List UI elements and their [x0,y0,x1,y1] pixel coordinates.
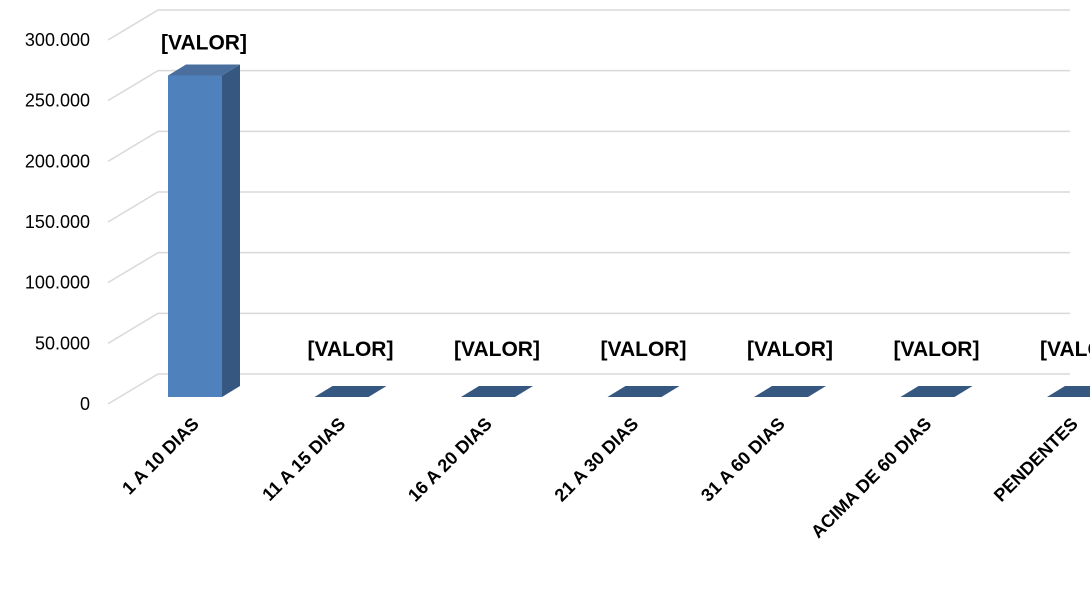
data-label: [VALOR] [894,338,980,361]
data-label: [VALOR] [308,338,394,361]
x-tick-label: PENDENTES [990,414,1082,506]
bar [314,386,387,397]
bar-front [168,75,222,397]
bar-top [754,386,826,397]
y-tick-label: 200.000 [25,151,90,171]
gridlines [107,9,1070,405]
y-tick-label: 300.000 [25,30,90,50]
gridline [107,312,1070,344]
gridline [107,130,1070,162]
bar [754,386,826,397]
bar-side [222,64,240,397]
y-axis-ticks: 0 50.000 100.000 150.000 200.000 250.000 300.0… [25,30,90,414]
bars [168,64,1090,397]
x-axis-labels: 1 A 10 DIAS 11 A 15 DIAS 16 A 20 DIAS 21 A … [118,414,1082,542]
bar [461,386,533,397]
bar [900,386,973,397]
x-tick-label: ACIMA DE 60 DIAS [807,414,935,542]
bar-top [314,386,387,397]
x-tick-label: 31 A 60 DIAS [697,414,789,506]
bar-top [607,386,680,397]
y-tick-label: 100.000 [25,273,90,293]
gridline [107,251,1070,284]
gridline [107,9,1070,41]
data-label: [VALOR] [747,338,833,361]
data-label: [VALOR] [601,338,687,361]
data-label: [VALOR] [161,31,247,54]
bar [168,64,240,397]
bar-top [900,386,973,397]
bar [607,386,680,397]
gridline [107,373,1070,405]
data-label: [VALOR] [1040,338,1090,361]
bar [1047,386,1090,397]
y-tick-label: 150.000 [25,212,90,232]
y-tick-label: 50.000 [35,333,90,353]
data-label: [VALOR] [454,338,540,361]
y-tick-label: 0 [80,394,90,414]
gridline [107,69,1070,102]
x-tick-label: 1 A 10 DIAS [118,414,203,499]
x-tick-label: 16 A 20 DIAS [404,414,496,506]
bar-top [461,386,533,397]
bar-top [168,64,240,76]
x-tick-label: 21 A 30 DIAS [551,414,643,506]
x-tick-label: 11 A 15 DIAS [258,414,349,505]
gridline [107,191,1070,223]
y-tick-label: 250.000 [25,91,90,111]
bar-top [1047,386,1090,397]
data-labels: [VALOR] [VALOR] [VALOR] [VALOR] [VALOR] [VALO… [161,31,1090,361]
